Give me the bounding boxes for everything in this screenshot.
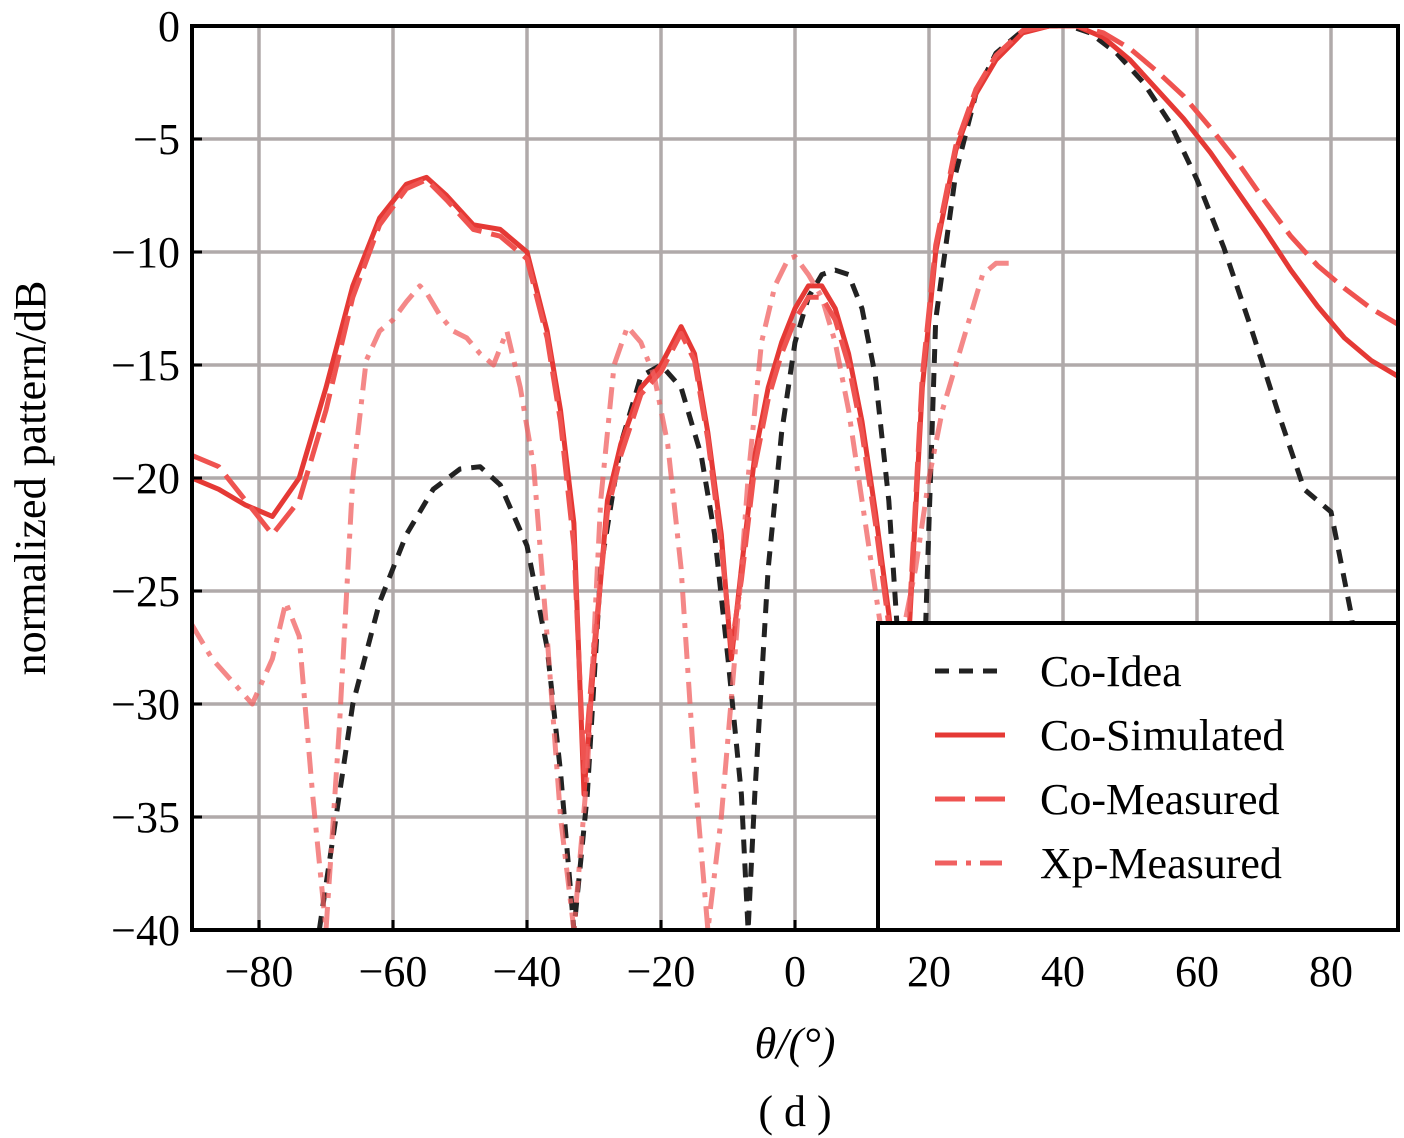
y-tick-label-6: −30 [111,680,180,729]
legend-box [876,621,1400,932]
y-tick-label-3: −15 [111,341,180,390]
y-tick-label-8: −40 [111,906,180,955]
x-tick-label-1: −60 [359,947,428,996]
series-line-xp-measured [192,254,1010,930]
x-tick-label-6: 40 [1041,947,1085,996]
legend-label-2: Co-Measured [1040,775,1280,824]
series-layer [192,26,1398,930]
x-tick-label-4: 0 [784,947,806,996]
y-tick-label-5: −25 [111,567,180,616]
x-tick-label-3: −20 [627,947,696,996]
y-axis-label: normalized pattern/dB [6,281,55,676]
x-tick-label-7: 60 [1175,947,1219,996]
legend-label-0: Co-Idea [1040,647,1182,696]
x-tick-label-5: 20 [907,947,951,996]
x-tick-label-0: −80 [225,947,294,996]
series-line-co-simulated [192,26,1398,797]
legend: Co-Idea Co-Simulated Co-Measured Xp-Measure… [876,621,1400,932]
x-tick-label-8: 80 [1309,947,1353,996]
x-tick-label-2: −40 [493,947,562,996]
series-line-co-measured [192,26,1398,775]
legend-label-1: Co-Simulated [1040,711,1284,760]
y-tick-label-7: −35 [111,793,180,842]
y-tick-label-4: −20 [111,454,180,503]
y-tick-label-0: 0 [158,2,180,51]
x-axis-label: θ/(°) [755,1019,836,1068]
legend-items: Co-Idea Co-Simulated Co-Measured Xp-Measure… [935,647,1284,888]
legend-label-3: Xp-Measured [1040,839,1282,888]
y-tick-label-2: −10 [111,228,180,277]
panel-label: ( d ) [758,1087,831,1136]
x-tick-labels: −80 −60 −40 −20 0 20 40 60 80 [225,920,1353,996]
y-tick-labels: 0 −5 −10 −15 −20 −25 −30 −35 −40 [111,2,202,955]
y-tick-label-1: −5 [133,115,180,164]
